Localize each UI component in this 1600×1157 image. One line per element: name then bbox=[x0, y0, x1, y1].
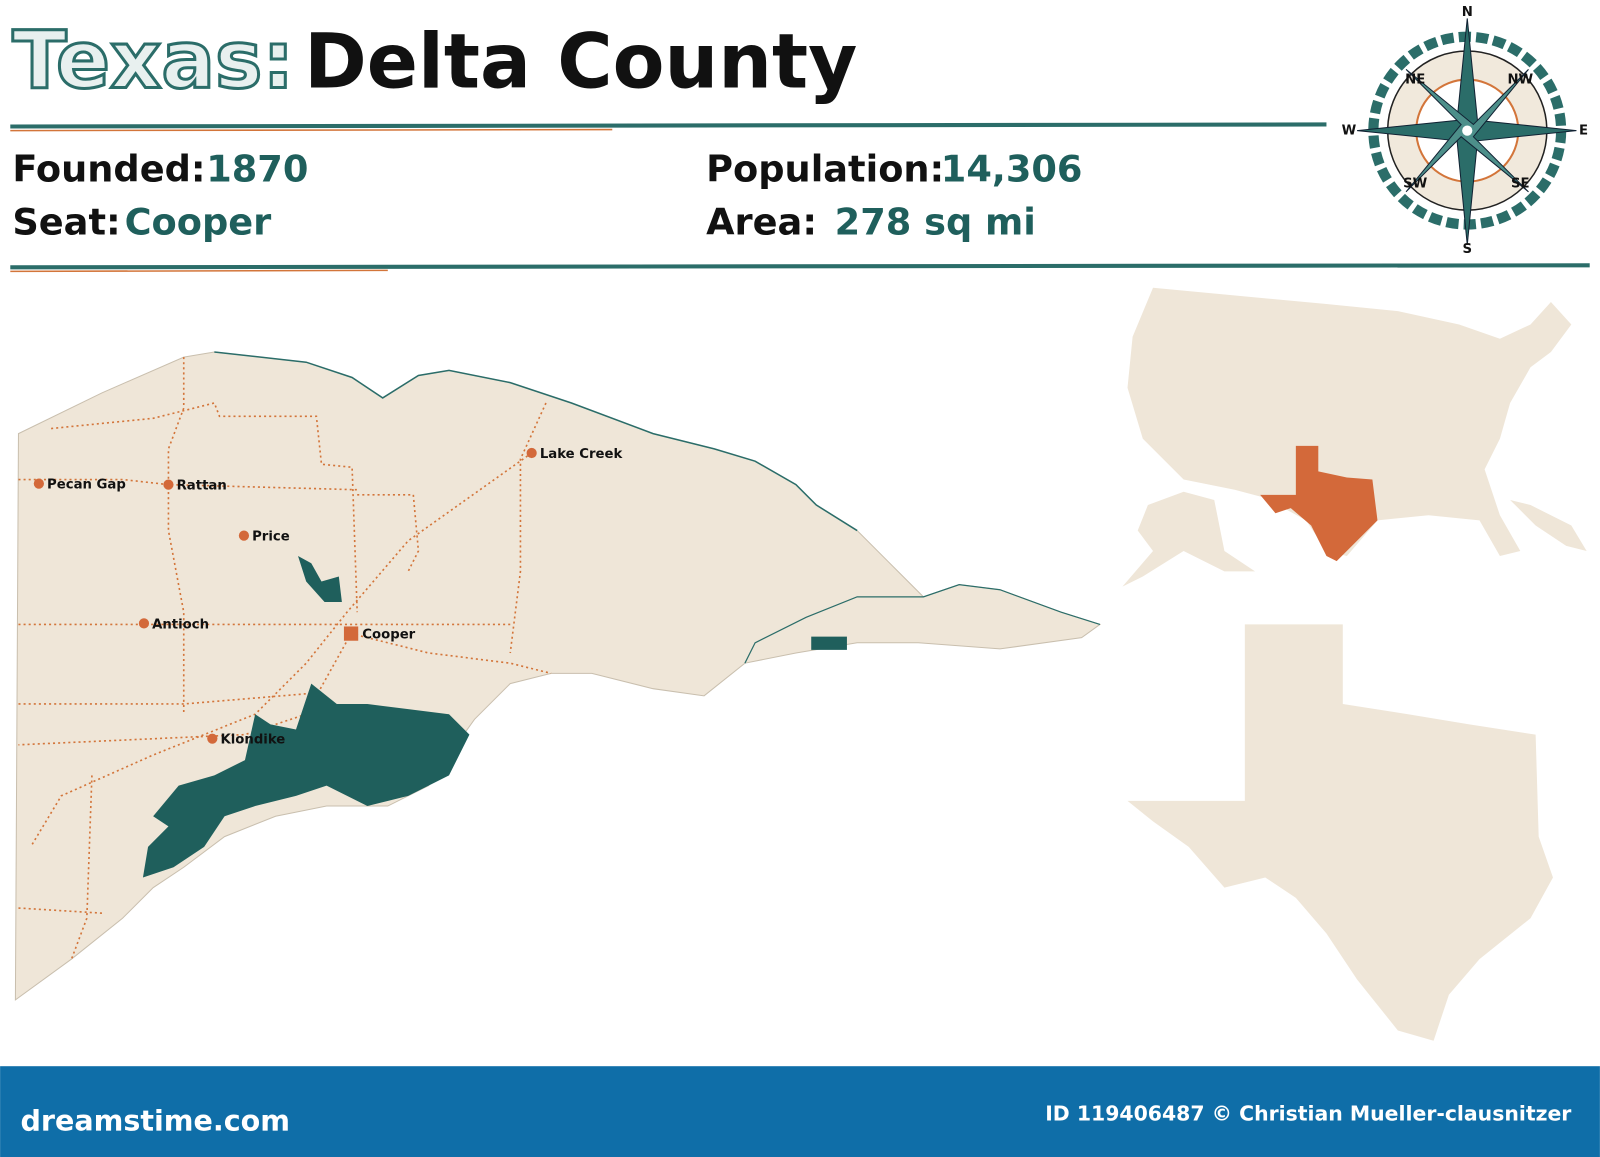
title-county: Delta County bbox=[304, 18, 857, 106]
town-label: Antioch bbox=[152, 617, 209, 632]
rule bbox=[10, 263, 1590, 270]
rule bbox=[10, 122, 1327, 129]
seat-marker bbox=[343, 626, 359, 641]
rule bbox=[10, 269, 388, 273]
title-state: Texas: bbox=[12, 14, 294, 107]
towns: Pecan Gap Rattan Price Lake Creek Antioch Coo… bbox=[33, 447, 624, 748]
town-marker bbox=[33, 478, 44, 489]
town-label: Rattan bbox=[177, 479, 227, 494]
town-marker bbox=[207, 733, 218, 744]
compass-label: SW bbox=[1403, 177, 1428, 192]
town-marker bbox=[138, 618, 150, 629]
alaska-shape bbox=[1122, 491, 1256, 587]
compass-label: W bbox=[1342, 124, 1357, 139]
compass-label: S bbox=[1462, 242, 1472, 257]
roads bbox=[18, 357, 552, 960]
compass-label: SE bbox=[1511, 177, 1530, 192]
compass-label: NE bbox=[1405, 73, 1425, 88]
fact-label: Seat: bbox=[12, 201, 120, 244]
texas-shape bbox=[1127, 624, 1553, 1041]
compass bbox=[1357, 18, 1577, 245]
town-marker bbox=[163, 479, 174, 490]
compass-label: NW bbox=[1507, 73, 1533, 88]
town-marker bbox=[526, 447, 537, 459]
fact-label: Area: bbox=[706, 201, 817, 244]
hawaii-shape bbox=[1510, 499, 1587, 551]
fact-value: 278 sq mi bbox=[835, 201, 1036, 244]
fact-value: Cooper bbox=[125, 201, 272, 244]
town-label: Price bbox=[252, 530, 290, 545]
rule bbox=[10, 128, 613, 132]
footer-bar bbox=[0, 1066, 1600, 1157]
fact-label: Population: bbox=[706, 148, 944, 191]
lake bbox=[142, 683, 470, 878]
river bbox=[744, 583, 1101, 664]
town-marker bbox=[238, 530, 250, 541]
town-label: Lake Creek bbox=[540, 447, 624, 462]
texas-highlight bbox=[1260, 445, 1378, 562]
footer-site: dreamstime.com bbox=[21, 1103, 291, 1137]
compass-label: E bbox=[1579, 124, 1588, 139]
fact-label: Founded: bbox=[12, 148, 205, 191]
town-label: Klondike bbox=[220, 733, 285, 748]
town-label: Pecan Gap bbox=[47, 478, 126, 493]
river bbox=[214, 351, 858, 532]
fact-value: 1870 bbox=[206, 148, 308, 191]
fact-value: 14,306 bbox=[941, 148, 1083, 191]
lake bbox=[298, 556, 342, 602]
usa-shape bbox=[1127, 287, 1572, 557]
lake bbox=[811, 636, 847, 650]
town-label: Cooper bbox=[362, 628, 415, 643]
footer-credit: ID 119406487 © Christian Mueller-clausni… bbox=[1045, 1101, 1571, 1125]
compass-label: N bbox=[1462, 5, 1473, 20]
